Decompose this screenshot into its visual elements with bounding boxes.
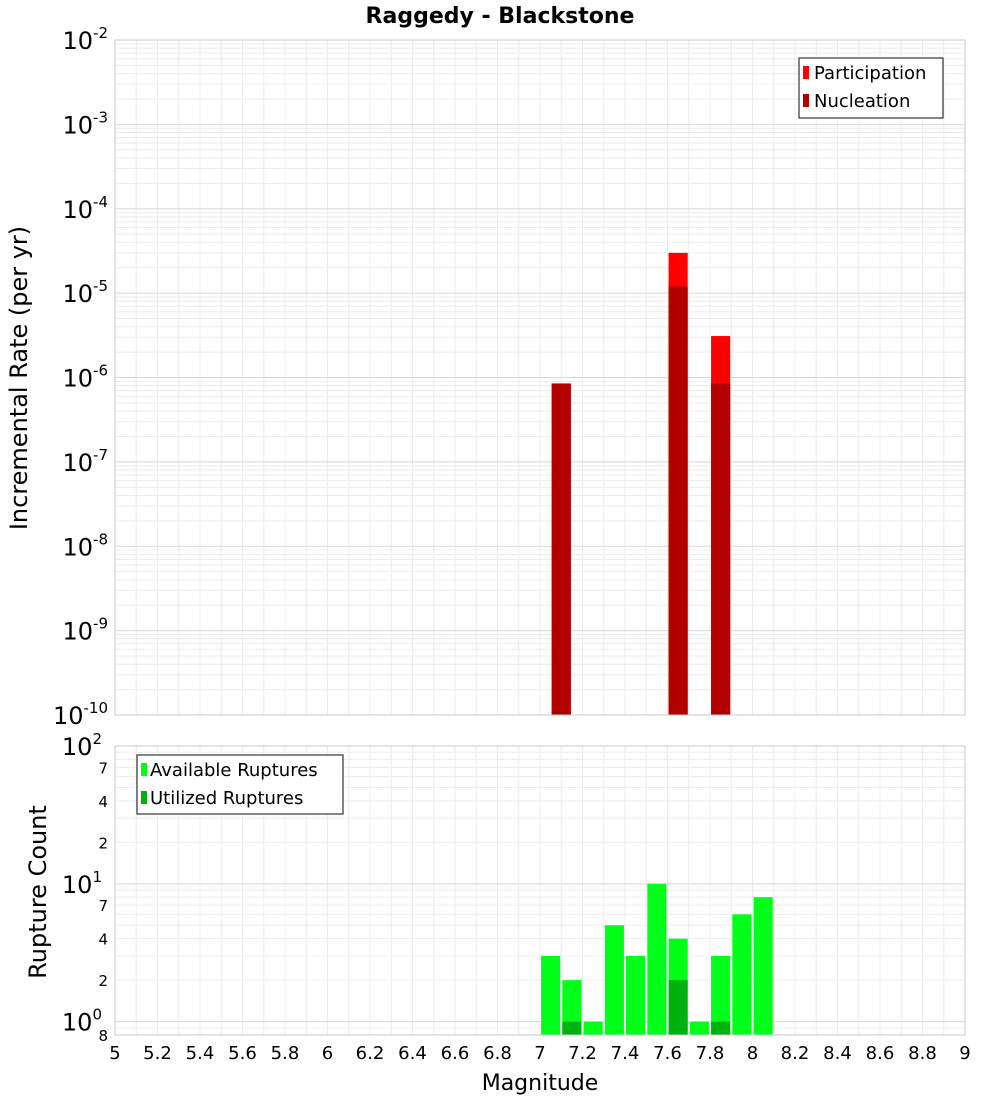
- nucleation-bar: [551, 383, 571, 715]
- available-ruptures-bar: [562, 980, 582, 1035]
- y-tick-label: 10-3: [62, 108, 108, 139]
- x-tick-label: 7.6: [653, 1043, 682, 1064]
- x-tick-label: 7.2: [568, 1043, 597, 1064]
- y-tick-label-minor: 8: [98, 1027, 108, 1045]
- x-tick-label: 5: [109, 1043, 120, 1064]
- y-tick-label-minor: 2: [98, 834, 108, 852]
- participation-legend-label: Participation: [814, 63, 926, 84]
- y-tick-label-minor: 4: [98, 793, 108, 811]
- x-tick-label: 8.2: [781, 1043, 810, 1064]
- y-tick-label-major: 102: [62, 730, 102, 761]
- nucleation-legend-swatch: [803, 94, 809, 107]
- nucleation-bar: [711, 383, 731, 715]
- y-tick-label: 10-4: [62, 193, 108, 224]
- y-tick-label: 10-6: [62, 362, 108, 393]
- count-plot: 100 101 102 8 2 4 7 2 4 7 5 5.2 5.4 5.6 5.8 6 6.2 6.4 6.6…: [24, 730, 971, 1096]
- available-ruptures-bar: [647, 883, 667, 1035]
- x-tick-label: 8.4: [823, 1043, 852, 1064]
- x-tick-label: 7: [534, 1043, 545, 1064]
- y-tick-label: 10-5: [62, 277, 108, 308]
- available-ruptures-bar: [689, 1021, 709, 1035]
- y-tick-label: 10-2: [62, 24, 108, 55]
- count-plot-y-ticks: 100 101 102 8 2 4 7 2 4 7: [62, 730, 108, 1045]
- y-tick-label-minor: 2: [98, 972, 108, 990]
- participation-legend-swatch: [803, 66, 809, 79]
- x-tick-label: 5.2: [143, 1043, 172, 1064]
- available-ruptures-bar: [732, 914, 752, 1035]
- utilized-ruptures-bar: [711, 1021, 731, 1035]
- x-tick-label: 7.4: [611, 1043, 640, 1064]
- x-tick-label: 9: [959, 1043, 970, 1064]
- available-ruptures-bar: [583, 1021, 603, 1035]
- available-ruptures-legend-label: Available Ruptures: [150, 760, 318, 781]
- available-ruptures-bar: [626, 955, 646, 1035]
- y-tick-label-major: 101: [62, 868, 102, 899]
- utilized-ruptures-bar: [562, 1021, 582, 1035]
- available-ruptures-bar: [753, 897, 773, 1035]
- y-tick-label-minor: 4: [98, 931, 108, 949]
- x-tick-label: 6.6: [441, 1043, 470, 1064]
- x-tick-label: 8.8: [908, 1043, 937, 1064]
- count-legend-box: [136, 754, 344, 815]
- count-plot-border: [114, 745, 966, 1036]
- utilized-ruptures-legend-swatch: [141, 791, 147, 804]
- rate-plot-y-ticks: 10-10 10-9 10-8 10-7 10-6 10-5 10-4 10-3 10-2: [53, 24, 108, 730]
- x-tick-label: 6.4: [398, 1043, 427, 1064]
- rate-plot-y-axis-label: Incremental Rate (per yr): [5, 226, 33, 530]
- nucleation-bar: [668, 286, 688, 715]
- x-tick-label: 7.8: [696, 1043, 725, 1064]
- x-tick-label: 5.6: [228, 1043, 257, 1064]
- y-tick-label-major: 100: [62, 1006, 102, 1037]
- count-plot-legend: Available Ruptures Utilized Ruptures: [136, 754, 344, 815]
- y-tick-label: 10-8: [62, 530, 108, 561]
- y-tick-label-minor: 7: [98, 897, 108, 915]
- nucleation-legend-label: Nucleation: [814, 91, 910, 112]
- y-tick-label: 10-10: [53, 699, 108, 730]
- count-plot-x-ticks: 5 5.2 5.4 5.6 5.8 6 6.2 6.4 6.6 6.8 7 7.2 7.4 7.6 7.8 8…: [109, 1043, 970, 1064]
- count-plot-y-axis-label: Rupture Count: [24, 805, 52, 979]
- y-tick-label: 10-9: [62, 615, 108, 646]
- utilized-ruptures-bar: [668, 980, 688, 1035]
- available-ruptures-bar: [604, 925, 624, 1035]
- rate-legend-box: [798, 57, 944, 119]
- rate-plot-grid: [115, 40, 965, 716]
- y-tick-label-minor: 7: [98, 759, 108, 777]
- x-tick-label: 6: [322, 1043, 333, 1064]
- x-tick-label: 5.4: [186, 1043, 215, 1064]
- count-plot-x-axis-label: Magnitude: [482, 1071, 599, 1096]
- x-tick-label: 8.6: [866, 1043, 895, 1064]
- rate-plot-border: [114, 39, 966, 716]
- available-ruptures-legend-swatch: [141, 763, 147, 776]
- x-tick-label: 6.8: [483, 1043, 512, 1064]
- utilized-ruptures-legend-label: Utilized Ruptures: [150, 788, 303, 809]
- x-tick-label: 5.8: [271, 1043, 300, 1064]
- count-plot-bars: [541, 883, 773, 1035]
- x-tick-label: 8: [747, 1043, 758, 1064]
- rate-plot-legend: Participation Nucleation: [798, 57, 944, 119]
- y-tick-label: 10-7: [62, 446, 108, 477]
- chart-title: Raggedy - Blackstone: [366, 4, 635, 29]
- available-ruptures-bar: [711, 955, 731, 1035]
- available-ruptures-bar: [541, 955, 561, 1035]
- rate-plot-bars: [551, 252, 731, 715]
- x-tick-label: 6.2: [356, 1043, 385, 1064]
- rate-plot: 10-10 10-9 10-8 10-7 10-6 10-5 10-4 10-3 10-2 In…: [5, 24, 966, 730]
